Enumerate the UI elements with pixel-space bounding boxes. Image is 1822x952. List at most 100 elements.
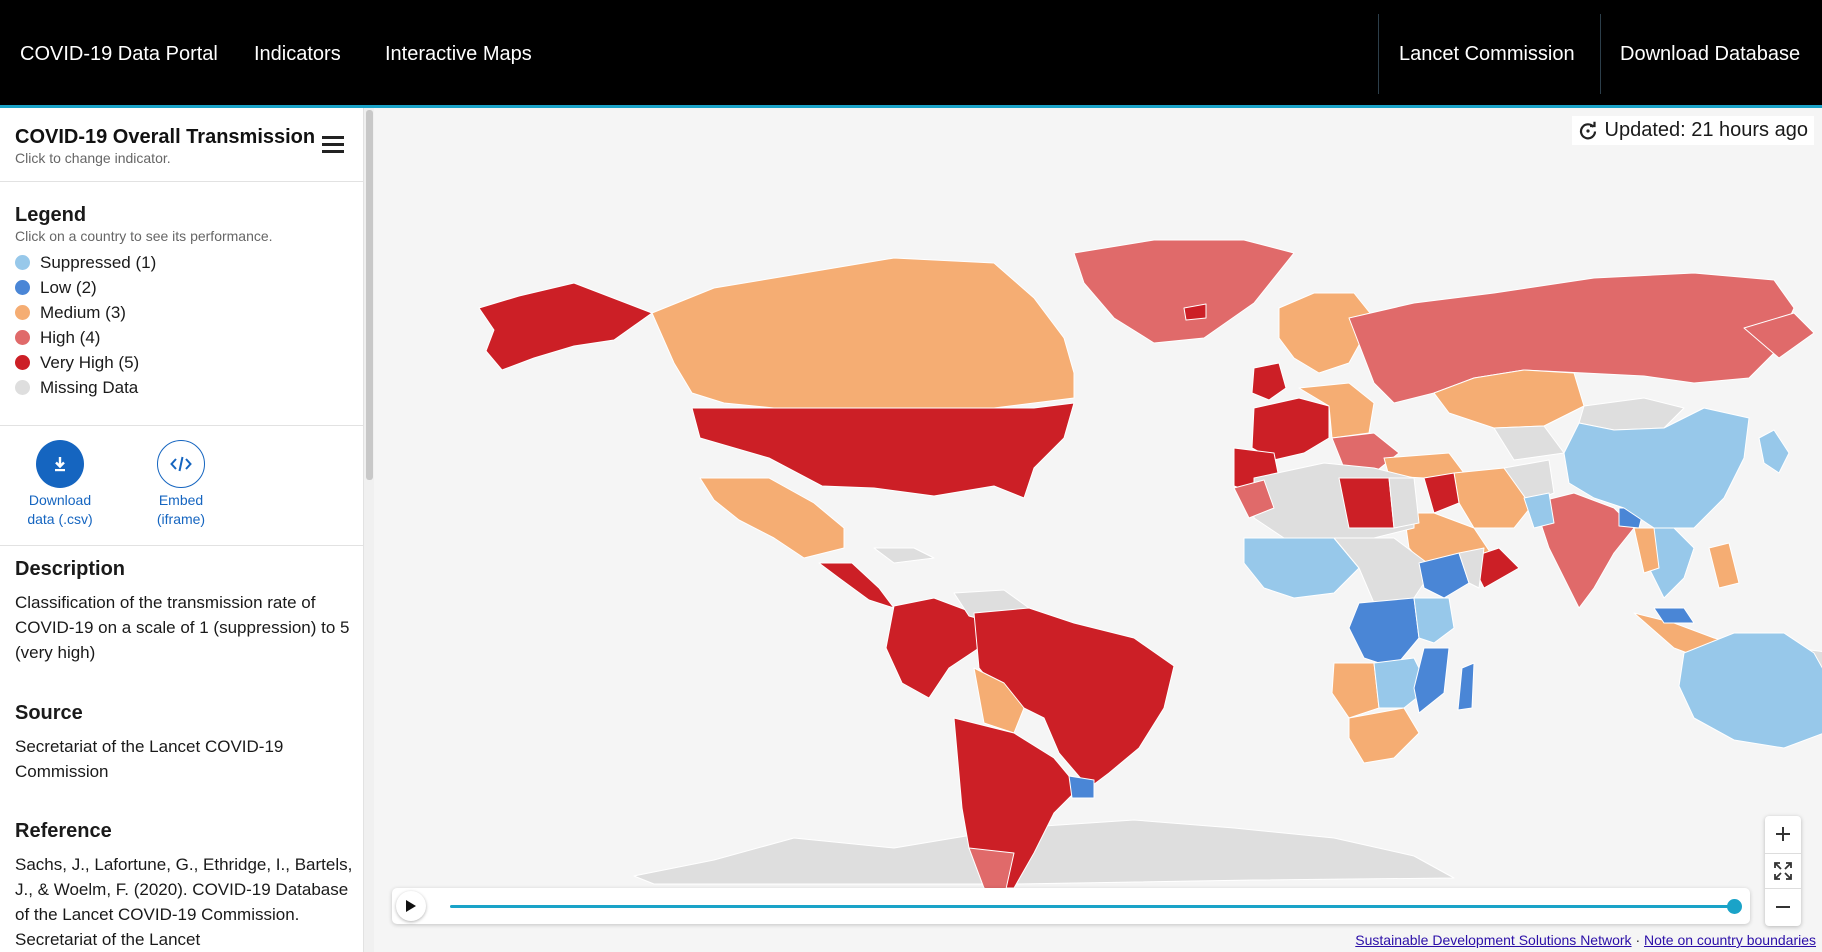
region-central-asia [1493, 425, 1565, 461]
legend-color-swatch [15, 255, 30, 270]
legend-color-swatch [15, 355, 30, 370]
country-boundaries-note-link[interactable]: Note on country boundaries [1644, 932, 1816, 948]
region-morocco [1233, 479, 1275, 519]
legend-item-label: Suppressed (1) [40, 252, 157, 272]
region-usa [691, 402, 1075, 499]
nav-lancet-commission-link[interactable]: Lancet Commission [1399, 43, 1575, 65]
region-horn-of-africa [1458, 547, 1485, 589]
nav-download-database-link[interactable]: Download Database [1620, 43, 1801, 65]
region-bolivia [973, 667, 1025, 734]
source-text: Secretariat of the Lancet COVID-19 Commi… [15, 737, 284, 781]
region-caribbean [873, 547, 935, 564]
time-slider-bar [392, 888, 1750, 924]
download-label-line1: Download [28, 492, 92, 508]
region-australia [1678, 632, 1822, 749]
region-western-europe [1251, 397, 1330, 461]
legend-item[interactable]: Low (2) [15, 275, 156, 300]
sidebar-scrollbar-thumb[interactable] [366, 110, 373, 480]
region-kamchatka [1743, 312, 1815, 359]
legend-list: Suppressed (1) Low (2) Medium (3) High (4) V… [15, 250, 156, 400]
legend-color-swatch [15, 380, 30, 395]
region-iceland [1183, 303, 1207, 321]
indicator-title: COVID-19 Overall Transmission [15, 126, 316, 148]
download-icon [36, 440, 84, 488]
time-slider-track[interactable] [450, 905, 1730, 908]
nav-brand-link[interactable]: COVID-19 Data Portal [20, 43, 218, 65]
expand-icon [1774, 862, 1792, 880]
legend-item[interactable]: Suppressed (1) [15, 250, 156, 275]
download-label-line2: data (.csv) [27, 511, 93, 527]
download-csv-button[interactable]: Download data (.csv) [10, 440, 110, 529]
last-updated-badge: Updated: 21 hours ago [1571, 116, 1814, 145]
minus-icon [1776, 906, 1790, 908]
play-icon [406, 900, 416, 912]
nav-interactive-maps-link[interactable]: Interactive Maps [385, 43, 532, 65]
region-ethiopia [1418, 552, 1470, 599]
legend-item[interactable]: Missing Data [15, 375, 156, 400]
region-antarctica [633, 819, 1455, 885]
attribution-separator: · [1635, 932, 1641, 948]
region-korea-japan [1758, 429, 1790, 474]
updated-text: Updated: 21 hours ago [1604, 119, 1809, 141]
top-navbar: COVID-19 Data Portal Indicators Interact… [0, 0, 1822, 108]
legend-item[interactable]: Very High (5) [15, 350, 156, 375]
description-text: Classification of the transmission rate … [15, 593, 350, 662]
region-argentina-chile [953, 717, 1080, 889]
region-colombia-peru [885, 597, 980, 699]
nav-divider [1378, 14, 1379, 94]
region-alaska [478, 282, 653, 371]
legend-item[interactable]: Medium (3) [15, 300, 156, 325]
fit-extent-button[interactable] [1765, 853, 1801, 889]
region-egypt [1388, 477, 1420, 529]
region-china [1563, 407, 1750, 529]
sidebar-scrollbar[interactable] [364, 108, 374, 952]
region-afghanistan [1503, 459, 1555, 504]
embed-iframe-button[interactable]: Embed (iframe) [131, 440, 231, 529]
region-iraq [1423, 472, 1460, 514]
legend-item-label: Low (2) [40, 277, 97, 297]
region-canada [651, 257, 1075, 409]
zoom-out-button[interactable] [1765, 889, 1801, 925]
legend-item[interactable]: High (4) [15, 325, 156, 350]
nav-indicators-link[interactable]: Indicators [254, 43, 341, 65]
actions-row: Download data (.csv) Embed (iframe) [0, 426, 363, 546]
time-slider-handle[interactable] [1727, 899, 1742, 914]
zoom-in-button[interactable] [1765, 816, 1801, 852]
refresh-icon [1579, 121, 1596, 139]
map-attribution: Sustainable Development Solutions Networ… [1355, 932, 1816, 948]
region-central-europe [1298, 382, 1375, 439]
region-east-africa [1413, 597, 1455, 644]
sdsn-link[interactable]: Sustainable Development Solutions Networ… [1355, 932, 1632, 948]
world-map[interactable]: Updated: 21 hours ago [374, 108, 1822, 952]
region-india [1533, 492, 1635, 609]
source-heading: Source [15, 702, 83, 724]
indicator-subtitle: Click to change indicator. [15, 150, 171, 166]
region-malaysia [1653, 607, 1695, 624]
legend-item-label: High (4) [40, 327, 101, 347]
zoom-controls [1765, 816, 1801, 926]
description-heading: Description [15, 558, 126, 580]
region-drc [1348, 597, 1420, 669]
reference-text: Sachs, J., Lafortune, G., Ethridge, I., … [15, 855, 353, 949]
code-icon [157, 440, 205, 488]
indicator-selector[interactable]: COVID-19 Overall Transmission Click to c… [0, 108, 363, 182]
region-mongolia [1578, 397, 1685, 431]
region-russia [1348, 272, 1795, 404]
legend-item-label: Medium (3) [40, 302, 126, 322]
play-button[interactable] [396, 891, 426, 921]
embed-label-line1: Embed [158, 492, 204, 508]
nav-divider [1600, 14, 1601, 94]
choropleth-map[interactable] [374, 108, 1822, 952]
legend-item-label: Very High (5) [40, 352, 140, 372]
legend-title: Legend [15, 204, 87, 226]
region-pakistan [1523, 492, 1555, 529]
legend-color-swatch [15, 280, 30, 295]
region-myanmar [1633, 527, 1660, 574]
region-mexico [699, 477, 845, 559]
embed-label-line2: (iframe) [156, 511, 206, 527]
menu-icon[interactable] [320, 133, 346, 155]
legend-color-swatch [15, 305, 30, 320]
region-angola [1331, 662, 1380, 719]
region-uruguay [1068, 775, 1095, 799]
region-scandinavia [1278, 292, 1375, 374]
